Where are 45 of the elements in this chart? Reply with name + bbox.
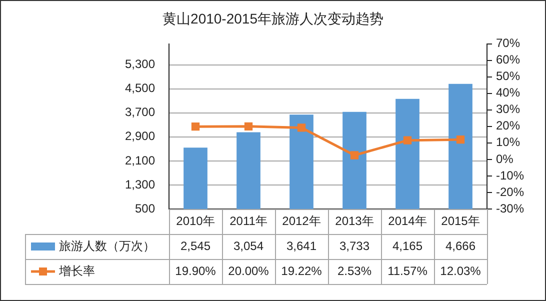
- data-label: 3,733: [339, 238, 370, 253]
- y-tick-label: 4,500: [124, 81, 156, 96]
- point: [350, 151, 359, 160]
- y-tick-label: 2,900: [124, 129, 156, 144]
- y2-tick-label: 60%: [496, 52, 520, 67]
- y2-tick-label: 30%: [496, 102, 520, 116]
- y-tick-label: 3,700: [124, 105, 156, 120]
- x-tick-label: 2012年: [282, 214, 321, 228]
- chart-title: 黄山2010-2015年旅游人次变动趋势: [162, 10, 384, 26]
- data-label: 19.22%: [281, 264, 322, 278]
- y-tick-label: 2,100: [124, 153, 156, 168]
- y-tick-label: 500: [134, 201, 156, 216]
- y2-tick-label: 20%: [496, 118, 520, 133]
- y2-tick-label: 50%: [496, 69, 520, 84]
- data-label: 3,641: [286, 238, 317, 253]
- legend-label: 增长率: [58, 264, 95, 278]
- x-tick-label: 2010年: [176, 214, 215, 228]
- x-tick-label: 2015年: [441, 214, 480, 228]
- x-tick-label: 2011年: [230, 214, 268, 228]
- data-label: 20.00%: [228, 264, 270, 278]
- y2-tick-label: 40%: [496, 86, 520, 100]
- y2-tick-label: 70%: [496, 36, 520, 50]
- y2-tick-label: 10%: [496, 135, 520, 150]
- data-label: 3,054: [233, 238, 264, 253]
- data-label: 12.03%: [440, 264, 482, 278]
- legend-label: 旅游人数（万次）: [59, 238, 155, 253]
- point: [191, 122, 200, 131]
- point: [297, 124, 306, 132]
- x-tick-label: 2013年: [335, 214, 374, 228]
- point: [403, 136, 412, 144]
- y-tick-label: 1,300: [124, 177, 156, 192]
- data-label: 4,666: [445, 238, 476, 253]
- data-label: 4,165: [392, 238, 423, 253]
- y2-tick-label: -30%: [496, 201, 524, 216]
- point: [244, 122, 253, 130]
- data-label: 2,545: [180, 238, 211, 253]
- y2-tick-label: -10%: [496, 168, 524, 182]
- x-tick-label: 2014年: [388, 214, 427, 228]
- data-label: 2.53%: [337, 264, 372, 278]
- point: [456, 135, 465, 144]
- y2-tick-label: 0%: [496, 152, 514, 166]
- data-label: 19.90%: [175, 264, 216, 278]
- y-tick-label: 5,300: [124, 57, 156, 72]
- data-label: 11.57%: [388, 264, 428, 278]
- y2-tick-label: -20%: [496, 184, 524, 199]
